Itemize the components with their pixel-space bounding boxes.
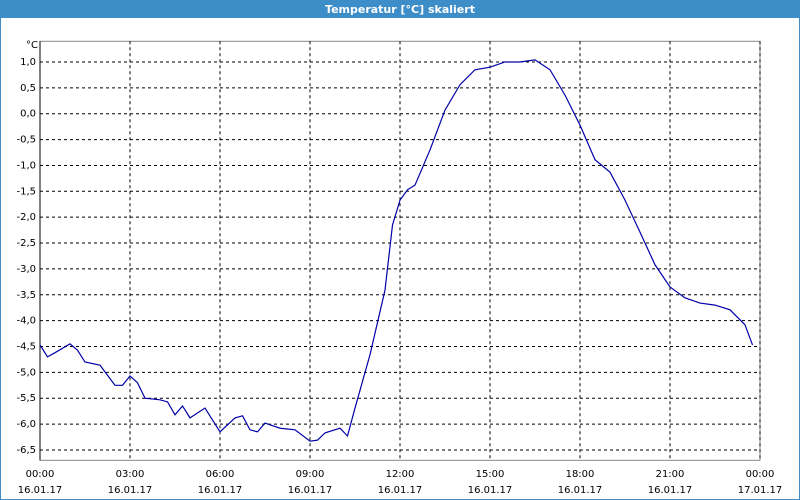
x-tick-label: 00:00 [26,469,55,480]
x-tick-date: 17.01.17 [738,485,783,496]
y-tick-label: -4,5 [16,341,36,352]
y-tick-label: -0,5 [16,135,36,146]
y-tick-label: -6,0 [16,419,36,430]
x-tick-date: 16.01.17 [558,485,603,496]
x-tick-date: 16.01.17 [378,485,423,496]
x-tick-label: 18:00 [566,469,595,480]
x-tick-date: 16.01.17 [468,485,513,496]
x-tick-label: 00:00 [746,469,775,480]
x-tick-label: 09:00 [296,469,325,480]
y-tick-label: -2,0 [16,212,36,223]
y-tick-label: 1,0 [20,57,36,68]
x-tick-date: 16.01.17 [18,485,63,496]
y-tick-label: -2,5 [16,238,36,249]
y-tick-label: -5,5 [16,393,36,404]
x-tick-date: 16.01.17 [288,485,333,496]
y-tick-label: -3,0 [16,264,36,275]
y-tick-label: -1,5 [16,186,36,197]
chart-title: Temperatur [°C] skaliert [325,3,475,16]
x-tick-label: 06:00 [206,469,235,480]
y-axis-label: °C [26,40,38,51]
y-tick-label: -4,0 [16,316,36,327]
x-tick-label: 21:00 [656,469,685,480]
y-tick-label: -3,5 [16,290,36,301]
y-tick-label: 0,5 [20,83,36,94]
x-tick-date: 16.01.17 [648,485,693,496]
data-line [39,59,754,442]
x-tick-date: 16.01.17 [108,485,153,496]
title-bar [0,0,800,18]
x-tick-label: 03:00 [116,469,145,480]
y-tick-label: -6,5 [16,445,36,456]
x-tick-date: 16.01.17 [198,485,243,496]
x-tick-label: 12:00 [386,469,415,480]
y-tick-label: -5,0 [16,367,36,378]
x-tick-label: 15:00 [476,469,505,480]
y-tick-label: -1,0 [16,160,36,171]
y-tick-label: 0,0 [20,109,36,120]
